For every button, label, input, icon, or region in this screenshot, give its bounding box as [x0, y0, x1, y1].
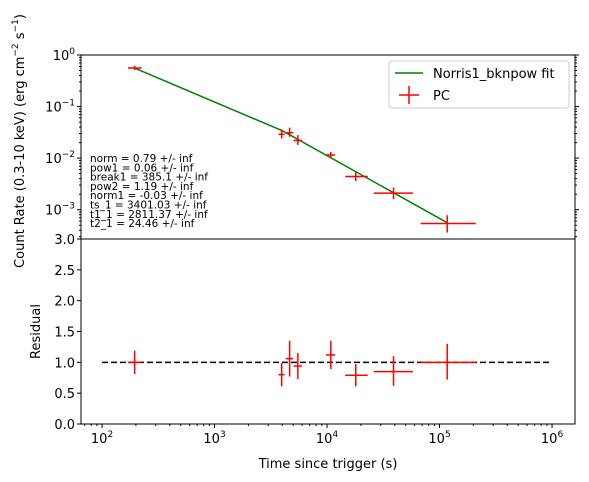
bottom-panel: 102 103 104 105 106 0.0 0.5 1.0 1.5 2.0 2.5 3.0 Res…	[29, 233, 576, 447]
bottom-y-tick-label: 2.5	[54, 264, 75, 279]
bottom-y-tick-label: 0.5	[54, 387, 75, 402]
bottom-ticks: 102 103 104 105 106 0.0 0.5 1.0 1.5 2.0 2.5 3.0	[54, 233, 563, 447]
pc-data-point	[420, 215, 476, 233]
fit-param-line: pow1 = 0.06 +/- inf	[90, 162, 194, 174]
top-y-tick-label: 10−2	[45, 150, 75, 167]
residual-data-point	[285, 340, 294, 377]
pc-data-point	[326, 151, 336, 159]
fit-param-line: norm = 0.79 +/- inf	[90, 153, 193, 165]
residual-data-point	[326, 340, 336, 370]
pc-data-point	[285, 127, 294, 137]
legend-pc-label: PC	[433, 89, 450, 104]
x-tick-label: 103	[203, 430, 225, 447]
pc-data-point	[278, 129, 285, 139]
fit-param-line: break1 = 385.1 +/- inf	[90, 172, 208, 184]
fit-param-line: norm1 = -0.03 +/- inf	[90, 190, 203, 202]
top-major-ticks: 10−3 10−2 10−1 100	[45, 47, 579, 219]
legend: Norris1_bknpow fit PC	[388, 60, 570, 109]
x-axis-label: Time since trigger (s)	[258, 457, 398, 472]
fit-param-line: pow2 = 1.19 +/- inf	[90, 181, 194, 193]
bottom-y-tick-label: 0.0	[54, 418, 75, 433]
top-y-axis-label: Count Rate (0.3-10 keV) (erg cm−2 s−1)	[11, 14, 28, 268]
fit-param-line: t2_1 = 24.46 +/- inf	[90, 218, 195, 230]
legend-fit-label: Norris1_bknpow fit	[433, 67, 555, 82]
residual-data-point	[278, 362, 285, 387]
x-tick-label: 106	[541, 430, 564, 447]
residual-data-point	[373, 356, 413, 386]
residual-data-point	[127, 350, 142, 375]
residual-data-point	[420, 343, 476, 380]
pc-data-point	[293, 135, 303, 145]
residual-data-point	[293, 353, 303, 379]
top-data-points	[127, 65, 476, 233]
top-y-tick-label: 10−1	[45, 99, 75, 116]
top-y-tick-label: 100	[53, 47, 76, 64]
bottom-y-tick-label: 3.0	[54, 233, 75, 248]
x-tick-label: 102	[91, 430, 113, 447]
bottom-y-axis-label: Residual	[29, 304, 44, 359]
top-panel: 10−3 10−2 10−1 100 norm = 0.79 +/- infpow1 …	[11, 14, 579, 268]
legend-pc-swatch	[399, 86, 419, 104]
bottom-y-tick-label: 1.5	[54, 326, 75, 341]
pc-data-point	[127, 65, 142, 71]
bottom-plot-frame	[80, 238, 576, 425]
residual-data-points	[127, 340, 476, 387]
fit-param-line: ts_1 = 3401.03 +/- inf	[90, 200, 207, 212]
legend-box	[388, 60, 570, 109]
x-tick-label: 104	[316, 430, 339, 447]
pc-data-point	[345, 172, 368, 181]
bottom-y-tick-label: 1.0	[54, 356, 75, 371]
x-tick-label: 105	[428, 430, 450, 447]
residual-data-point	[345, 364, 368, 387]
pc-data-point	[373, 187, 413, 200]
top-y-tick-label: 10−3	[45, 202, 75, 219]
bottom-y-tick-label: 2.0	[54, 295, 75, 310]
fit-param-line: t1_1 = 2811.37 +/- inf	[90, 209, 208, 221]
